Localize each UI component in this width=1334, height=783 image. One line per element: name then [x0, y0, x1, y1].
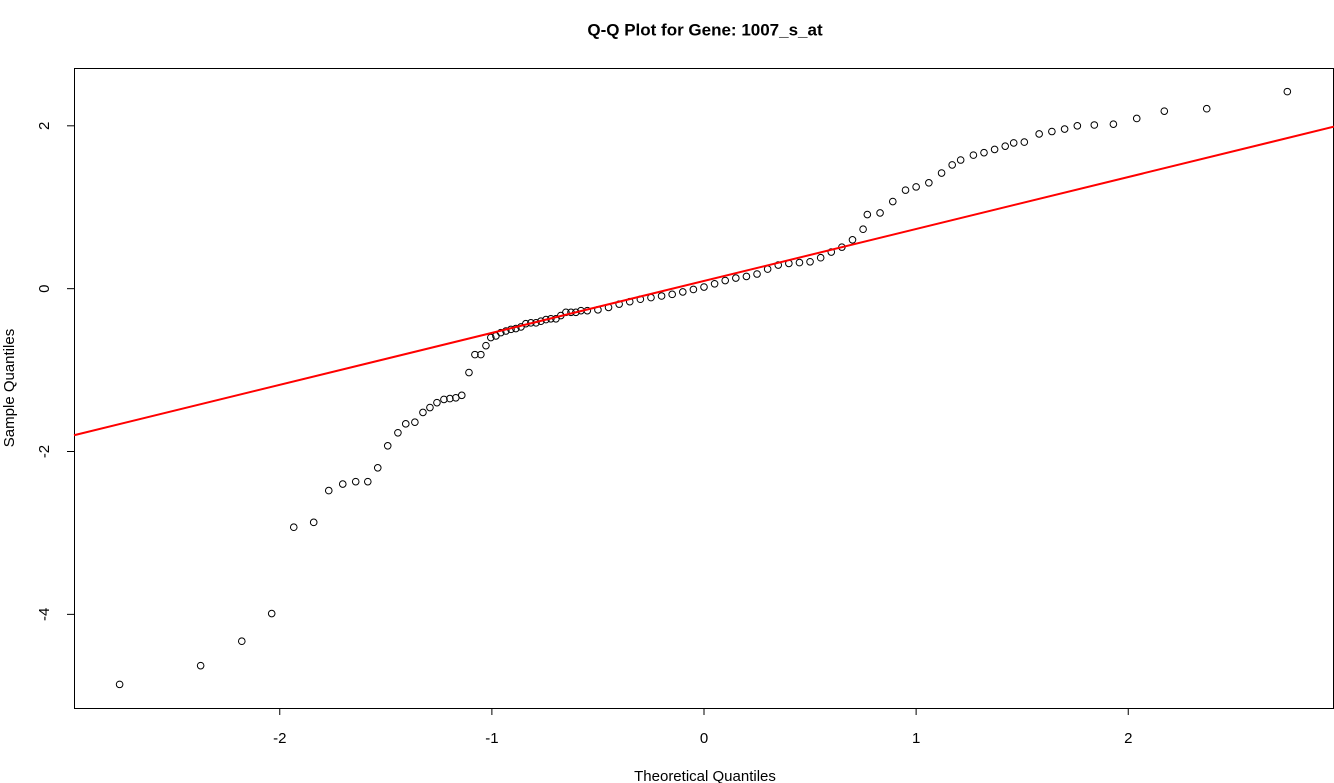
point [859, 225, 867, 234]
point [1109, 120, 1118, 128]
point [394, 428, 402, 437]
point [419, 408, 427, 417]
point [721, 276, 730, 285]
point [351, 477, 360, 486]
y-tick-label: 0 [36, 284, 53, 292]
x-tick-label: -1 [485, 730, 498, 747]
point [863, 210, 872, 219]
y-tick-label: -2 [36, 445, 53, 458]
point [482, 341, 490, 350]
point [732, 274, 740, 282]
point [689, 285, 698, 294]
point [411, 418, 419, 426]
chart-title: Q-Q Plot for Gene: 1007_s_at [587, 20, 823, 39]
point [901, 186, 910, 194]
point [446, 394, 454, 403]
x-tick-label: 1 [912, 730, 920, 747]
point [237, 637, 246, 646]
point [115, 680, 124, 689]
point [338, 480, 347, 488]
point [912, 183, 920, 191]
point [980, 148, 988, 157]
point [848, 236, 857, 244]
point [477, 350, 485, 359]
point [309, 518, 318, 527]
point [324, 486, 333, 495]
point [267, 609, 276, 618]
point [440, 395, 448, 404]
point [1073, 122, 1082, 130]
point [753, 270, 761, 278]
point [668, 290, 676, 299]
point [383, 442, 392, 450]
point [710, 279, 719, 288]
y-tick-label: -4 [36, 608, 53, 621]
point [289, 523, 298, 532]
point [937, 169, 946, 177]
point [1020, 138, 1029, 146]
x-axis-label: Theoretical Quantiles [634, 768, 776, 783]
point [956, 156, 965, 164]
point [1048, 127, 1056, 136]
point [1060, 125, 1069, 133]
point [990, 145, 999, 154]
point [496, 328, 505, 337]
reference-line [73, 125, 1334, 437]
point [948, 161, 956, 169]
x-tick-label: 0 [700, 730, 708, 747]
point [1035, 130, 1043, 138]
point [487, 333, 495, 342]
y-tick-label: 2 [36, 122, 53, 130]
point [816, 253, 825, 262]
point [876, 209, 884, 217]
point [1283, 87, 1292, 96]
x-tick-label: -2 [273, 730, 286, 747]
point [426, 403, 434, 412]
point [433, 398, 441, 407]
point [888, 197, 897, 206]
y-axis-label: Sample Quantiles [1, 329, 18, 447]
point [925, 179, 933, 187]
x-tick-label: 2 [1124, 730, 1132, 747]
point [742, 272, 751, 281]
point [363, 477, 372, 486]
point [457, 391, 466, 400]
point [657, 292, 666, 300]
point [401, 420, 410, 428]
point [1160, 107, 1169, 115]
point [795, 258, 804, 267]
point [1001, 142, 1010, 150]
point [471, 350, 479, 359]
point [1202, 104, 1211, 113]
point [700, 283, 708, 291]
point [196, 661, 205, 670]
point [827, 248, 836, 256]
point [678, 288, 687, 296]
point [1009, 139, 1018, 147]
point [1090, 121, 1099, 129]
point [373, 463, 382, 472]
point [969, 151, 978, 159]
point [465, 368, 473, 377]
point [1132, 114, 1141, 123]
point [806, 257, 814, 266]
